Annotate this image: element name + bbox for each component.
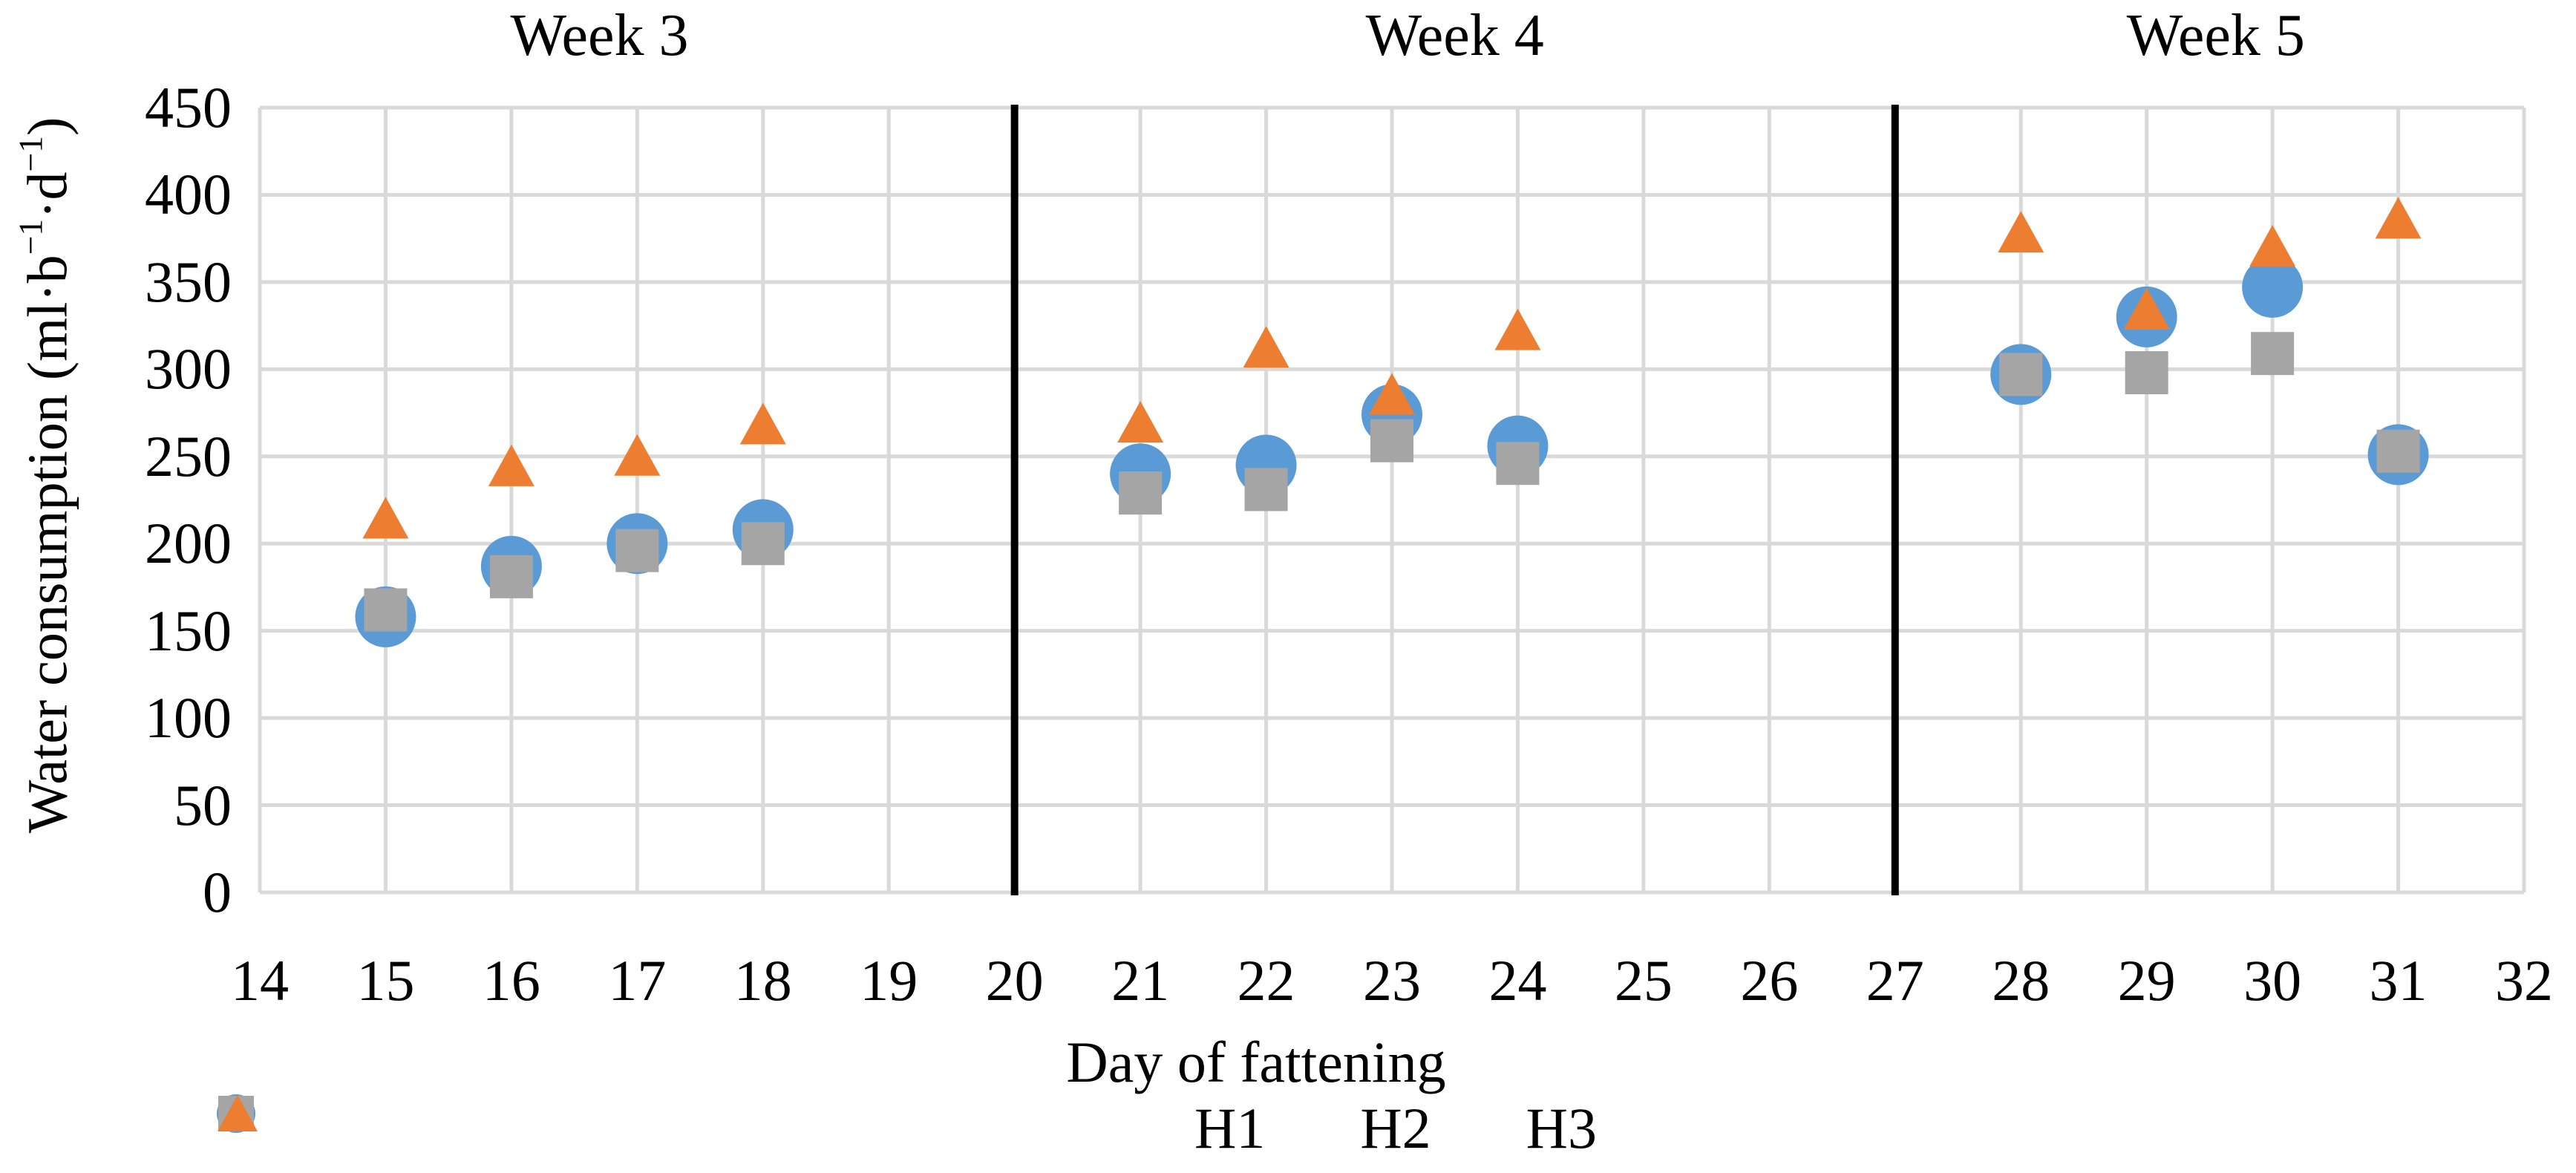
y-axis-title-text-2: ·d (16, 171, 79, 219)
x-tick-label-16: 16 (482, 948, 540, 1013)
point-H3-day-22 (1243, 326, 1289, 368)
point-H2-day-28 (1999, 353, 2043, 396)
legend-item-h3: H3 (218, 1095, 1598, 1160)
y-axis-title: Water consumption (ml·b−1·d−1) (12, 117, 79, 834)
x-tick-label-22: 22 (1237, 948, 1295, 1013)
h3-triangle-icon (218, 1095, 258, 1131)
point-H3-day-21 (1117, 401, 1164, 443)
legend-item-h1: H1 (217, 1094, 1266, 1160)
legend-label-h3: H3 (1526, 1096, 1598, 1160)
x-axis-title: Day of fattening (1066, 1030, 1446, 1094)
y-axis-title-sup-2: −1 (11, 135, 50, 172)
legend-label-h1: H1 (1194, 1096, 1266, 1160)
x-tick-label-30: 30 (2243, 948, 2302, 1013)
point-H3-day-15 (362, 497, 409, 539)
x-tick-label-29: 29 (2117, 948, 2176, 1013)
y-tick-label-0: 0 (203, 860, 232, 924)
point-H3-day-23 (1369, 373, 1415, 415)
point-H1-day-30 (2242, 256, 2304, 318)
x-tick-label-20: 20 (985, 948, 1044, 1013)
point-H2-day-15 (364, 588, 408, 632)
point-H2-day-22 (1244, 468, 1288, 512)
y-tick-label-400: 400 (145, 162, 232, 227)
point-H3-day-31 (2375, 197, 2422, 239)
x-tick-label-28: 28 (1992, 948, 2050, 1013)
y-tick-label-450: 450 (145, 75, 232, 140)
x-tick-label-26: 26 (1740, 948, 1799, 1013)
point-H3-day-30 (2249, 224, 2296, 267)
x-tick-label-19: 19 (860, 948, 918, 1013)
week-3-title: Week 3 (510, 3, 689, 68)
y-tick-label-350: 350 (145, 249, 232, 314)
x-tick-label-17: 17 (608, 948, 667, 1013)
y-axis-title-sup-1: −1 (11, 218, 50, 255)
point-H2-day-18 (741, 522, 785, 566)
point-H2-day-16 (489, 555, 533, 598)
point-H2-day-24 (1496, 442, 1540, 486)
point-H2-day-31 (2376, 429, 2420, 473)
week-5-title: Week 5 (2126, 3, 2305, 68)
legend-label-h2: H2 (1360, 1096, 1431, 1160)
y-tick-label-300: 300 (145, 336, 232, 402)
week-4-title: Week 4 (1365, 3, 1544, 68)
y-tick-label-150: 150 (145, 598, 232, 663)
x-tick-label-25: 25 (1614, 948, 1673, 1013)
x-tick-label-14: 14 (231, 948, 289, 1013)
y-axis-title-text-3: ) (16, 117, 79, 136)
y-tick-label-100: 100 (145, 685, 232, 751)
x-tick-label-32: 32 (2495, 948, 2553, 1013)
point-H3-day-17 (614, 434, 661, 476)
x-tick-label-24: 24 (1488, 948, 1547, 1013)
point-H3-day-28 (1998, 211, 2044, 253)
point-H2-day-30 (2251, 332, 2295, 376)
x-tick-label-27: 27 (1866, 948, 1924, 1013)
legend: H1 H2 H3 (215, 1093, 2576, 1164)
point-H3-day-29 (2123, 287, 2170, 330)
point-H3-day-24 (1494, 308, 1541, 350)
point-H3-day-18 (739, 402, 786, 445)
point-H2-day-21 (1119, 471, 1163, 515)
y-tick-label-50: 50 (174, 772, 232, 837)
x-tick-label-15: 15 (356, 948, 415, 1013)
y-tick-label-250: 250 (145, 423, 232, 489)
legend-item-h2: H2 (218, 1096, 1431, 1160)
point-H2-day-23 (1370, 419, 1413, 463)
point-H3-day-16 (488, 444, 535, 486)
x-tick-label-23: 23 (1363, 948, 1421, 1013)
point-H2-day-29 (2125, 351, 2168, 395)
x-tick-label-21: 21 (1111, 948, 1170, 1013)
point-H2-day-17 (615, 529, 659, 572)
x-tick-label-31: 31 (2369, 948, 2428, 1013)
y-tick-label-200: 200 (145, 511, 232, 576)
y-axis-title-text: Water consumption (ml·b (16, 255, 79, 834)
x-tick-label-18: 18 (733, 948, 792, 1013)
